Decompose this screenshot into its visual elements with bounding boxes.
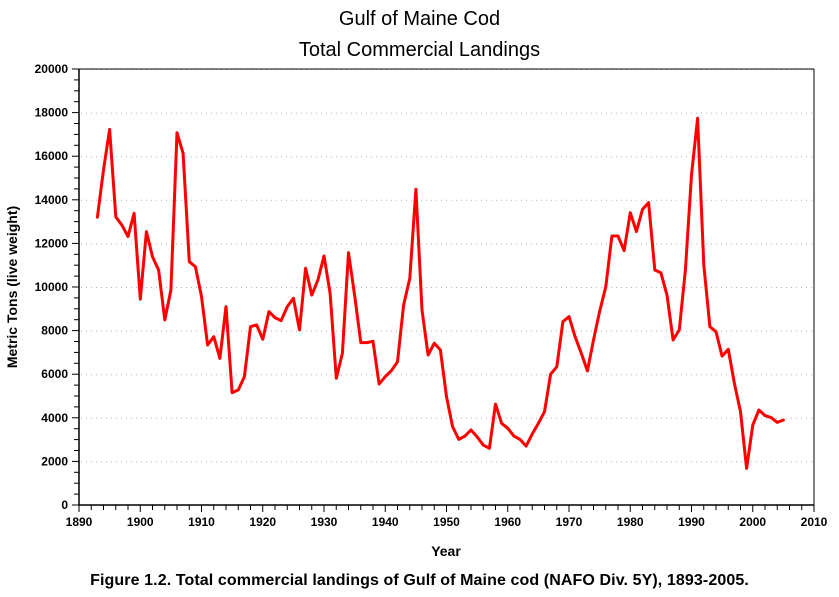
x-tick-label: 1980 xyxy=(617,515,644,529)
series-group xyxy=(95,116,785,470)
x-tick-label: 1930 xyxy=(311,515,338,529)
y-tick-label: 18000 xyxy=(35,106,69,120)
x-tick-label: 2000 xyxy=(739,515,766,529)
x-axis-label: Year xyxy=(431,543,461,559)
x-tick-label: 1970 xyxy=(556,515,583,529)
y-tick-label: 12000 xyxy=(35,236,69,250)
chart-title: Gulf of Maine Cod xyxy=(339,8,500,30)
x-tick-label: 1990 xyxy=(678,515,705,529)
x-tick-label: 2010 xyxy=(801,515,828,529)
x-tick-label: 1940 xyxy=(372,515,399,529)
y-tick-label: 6000 xyxy=(41,367,68,381)
figure-caption: Figure 1.2. Total commercial landings of… xyxy=(90,572,749,589)
y-axis-ticks: 0 2000 4000 6000 8000 10000 12000 14000 16000 180… xyxy=(35,62,79,512)
y-tick-label: 4000 xyxy=(41,411,68,425)
y-tick-label: 2000 xyxy=(41,454,68,468)
y-tick-label: 14000 xyxy=(35,193,69,207)
x-tick-label: 1910 xyxy=(188,515,215,529)
y-axis-label: Metric Tons (live weight) xyxy=(4,206,20,368)
y-tick-label: 16000 xyxy=(35,149,69,163)
y-tick-label: 8000 xyxy=(41,324,68,338)
x-tick-label: 1890 xyxy=(66,515,93,529)
series-line xyxy=(95,116,785,470)
x-tick-label: 1920 xyxy=(249,515,276,529)
y-tick-label: 10000 xyxy=(35,280,69,294)
x-tick-label: 1960 xyxy=(494,515,521,529)
x-tick-label: 1950 xyxy=(433,515,460,529)
y-tick-label: 20000 xyxy=(35,62,69,76)
y-tick-label: 0 xyxy=(61,498,68,512)
x-axis-ticks: 1890 1900 1910 1920 1930 1940 1950 1960 1970 1980… xyxy=(66,505,828,529)
chart-subtitle: Total Commercial Landings xyxy=(299,39,540,61)
x-tick-label: 1900 xyxy=(127,515,154,529)
